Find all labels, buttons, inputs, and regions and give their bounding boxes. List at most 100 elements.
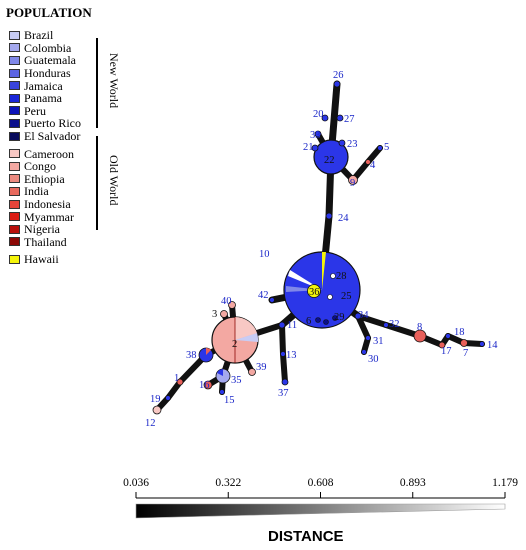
- network-nodes: [152, 80, 485, 415]
- network-edge: [280, 351, 288, 385]
- node-label: 25: [341, 291, 352, 302]
- legend-item: Panama: [9, 92, 81, 105]
- node-label: 27: [344, 114, 355, 125]
- legend-label: Indonesia: [24, 197, 71, 212]
- legend-item: Puerto Rico: [9, 117, 81, 130]
- node-detail: [323, 319, 329, 325]
- network-node: [377, 145, 383, 151]
- node-detail: [315, 317, 321, 323]
- network-node: [321, 114, 329, 122]
- scale-tick-label: 0.036: [123, 477, 149, 489]
- network-node: [248, 368, 256, 376]
- legend-label: Nigeria: [24, 222, 60, 237]
- node-label: 42: [258, 290, 269, 301]
- network-node: [280, 351, 286, 357]
- scale-tick-label: 0.322: [215, 477, 242, 489]
- legend-swatch: [9, 93, 20, 103]
- legend-label: Honduras: [24, 66, 71, 81]
- legend-label: Colombia: [24, 40, 72, 55]
- network-node: [228, 301, 236, 309]
- legend-item: Peru: [9, 105, 81, 118]
- old-world-bracket: [96, 136, 98, 230]
- node-detail: [235, 316, 257, 340]
- legend-label: Thailand: [24, 234, 67, 249]
- legend-item: Guatemala: [9, 54, 81, 67]
- node-detail: [327, 294, 333, 300]
- network-node: [333, 80, 341, 88]
- node-detail: [330, 273, 336, 279]
- node-label: 10: [259, 249, 270, 260]
- node-label: 14: [487, 340, 498, 351]
- legend-swatch: [9, 118, 20, 128]
- node-label: 4: [370, 160, 376, 171]
- network-node: [338, 139, 346, 147]
- network-node: [314, 130, 322, 138]
- network-node: [313, 139, 349, 175]
- node-label: 22: [324, 155, 335, 166]
- legend-label: El Salvador: [24, 129, 81, 144]
- network-node: [165, 395, 171, 401]
- network-node: [311, 144, 319, 152]
- legend-swatch: [9, 43, 20, 53]
- scale-title: DISTANCE: [268, 528, 344, 545]
- node-label: 2: [232, 339, 237, 350]
- legend-swatch: [9, 30, 20, 40]
- new-world-bracket: [96, 38, 98, 128]
- legend-swatch: [9, 68, 20, 78]
- legend-label: Panama: [24, 91, 62, 106]
- legend-swatch: [9, 186, 20, 196]
- network-node: [348, 175, 358, 185]
- network-node: [383, 322, 389, 328]
- node-label: 11: [287, 320, 297, 331]
- network-edge: [365, 145, 383, 165]
- network-node: [479, 341, 485, 347]
- scale-tick-label: 0.893: [399, 477, 426, 489]
- network-node: [460, 339, 468, 347]
- legend-item: Honduras: [9, 67, 81, 80]
- network-node: [325, 212, 333, 220]
- network-node: [219, 389, 225, 395]
- node-label: 29: [334, 312, 345, 323]
- node-label: 36: [309, 287, 320, 298]
- network-node: [269, 297, 275, 303]
- network-edge: [279, 322, 286, 357]
- legend-item: Indonesia: [9, 198, 81, 211]
- legend-item: El Salvador: [9, 130, 81, 143]
- node-label: 26: [333, 70, 344, 81]
- node-label: 8: [417, 322, 422, 333]
- node-label: 12: [145, 418, 156, 429]
- legend-item: Colombia: [9, 42, 81, 55]
- legend-item: Brazil: [9, 29, 81, 42]
- legend-swatch: [9, 174, 20, 184]
- network-node: [176, 378, 184, 386]
- legend-swatch: [9, 81, 20, 91]
- legend-item: Cameroon: [9, 147, 81, 160]
- node-label: 6: [306, 316, 311, 327]
- legend-title: POPULATION: [6, 5, 92, 20]
- legend: Brazil Colombia Guatemala Honduras Jamaica Pa…: [9, 29, 81, 266]
- legend-swatch: [9, 55, 20, 65]
- legend-item: Myammar: [9, 210, 81, 223]
- legend-swatch: [9, 237, 20, 247]
- legend-item: India: [9, 185, 81, 198]
- node-detail: [322, 251, 326, 290]
- legend-item: Nigeria: [9, 223, 81, 236]
- legend-label: Peru: [24, 103, 46, 118]
- node-detail: [332, 315, 338, 321]
- legend-label: Cameroon: [24, 146, 74, 161]
- scale-tick-label: 0.608: [307, 477, 334, 489]
- legend-swatch: [9, 224, 20, 234]
- legend-swatch: [9, 106, 20, 116]
- node-label: 30: [368, 354, 379, 365]
- node-label: 21: [303, 142, 314, 153]
- legend-item: Jamaica: [9, 79, 81, 92]
- network-node: [278, 321, 286, 329]
- node-label: 37: [278, 388, 289, 399]
- network-node: [361, 349, 367, 355]
- node-label: 1: [174, 373, 179, 384]
- network-node: [438, 341, 446, 349]
- network-node: [445, 333, 451, 339]
- network-node: [281, 378, 289, 386]
- node-label: 7: [463, 348, 468, 359]
